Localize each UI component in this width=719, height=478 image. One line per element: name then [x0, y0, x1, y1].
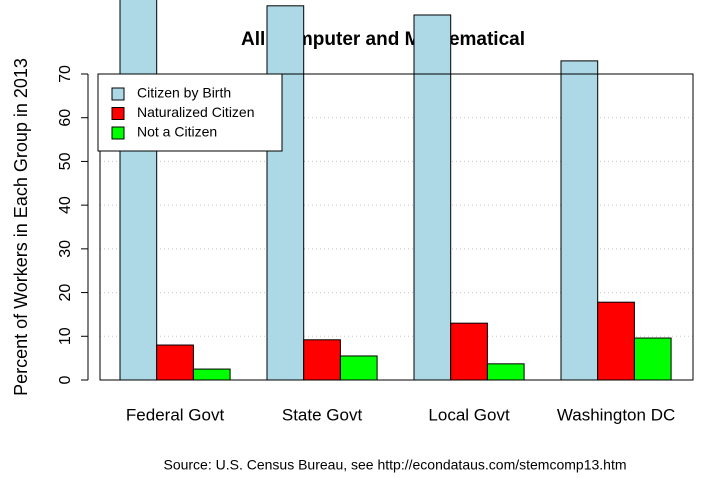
y-tick-label: 0: [57, 375, 74, 384]
bar: [303, 339, 341, 381]
bar: [119, 0, 158, 381]
legend-swatch: [111, 126, 125, 140]
y-axis-label: Percent of Workers in Each Group in 2013: [11, 58, 31, 396]
bar: [339, 355, 378, 381]
bar: [597, 301, 635, 381]
legend-swatch: [111, 107, 125, 120]
bar: [266, 5, 305, 381]
plot-box: [99, 73, 694, 381]
legend-label: Citizen by Birth: [137, 85, 231, 101]
bar: [486, 363, 525, 381]
bar: [156, 344, 194, 381]
x-tick-label: Local Govt: [428, 405, 510, 424]
bar: [560, 60, 599, 381]
y-tick-label: 60: [57, 109, 74, 127]
x-tick-label: Washington DC: [557, 405, 675, 424]
legend-label: Not a Citizen: [137, 124, 217, 140]
x-tick-label: State Govt: [282, 405, 363, 424]
y-tick-label: 10: [57, 327, 74, 345]
bar: [192, 368, 231, 381]
bar: [413, 14, 452, 381]
bar: [450, 322, 488, 381]
chart-title: All Computer and Mathematical: [241, 29, 525, 50]
bar: [633, 337, 672, 381]
legend-label: Naturalized Citizen: [137, 104, 255, 120]
y-tick-label: 50: [57, 152, 74, 170]
source-note: Source: U.S. Census Bureau, see http://e…: [163, 457, 626, 473]
legend-swatch: [111, 87, 125, 101]
legend-box: [97, 73, 283, 152]
y-tick-label: 20: [57, 284, 74, 302]
y-tick-label: 40: [57, 196, 74, 214]
y-tick-label: 30: [57, 240, 74, 258]
y-tick-label: 70: [57, 65, 74, 83]
x-tick-label: Federal Govt: [126, 405, 225, 424]
